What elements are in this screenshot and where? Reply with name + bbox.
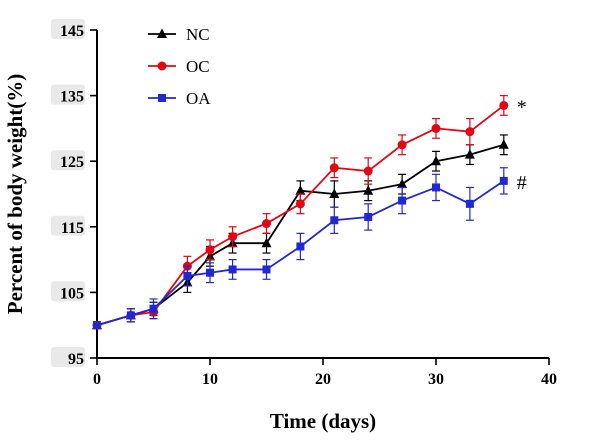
series-NC [92, 134, 509, 330]
square-marker [149, 304, 158, 313]
y-tick-label-bg [51, 347, 85, 367]
square-marker [465, 199, 474, 208]
triangle-marker [431, 155, 441, 166]
series-line-OC [96, 104, 505, 327]
circle-marker [157, 61, 167, 71]
square-marker [432, 183, 440, 192]
y-axis-label: Percent of body weight(%) [3, 74, 27, 315]
triangle-marker [397, 178, 408, 189]
legend-item-OC: OC [148, 57, 210, 76]
legend: NC OC OA [148, 25, 211, 108]
y-tick-label-bg [51, 215, 85, 236]
triangle-marker [261, 237, 272, 248]
y-tick-label-bg [51, 19, 85, 39]
square-marker [93, 321, 101, 330]
circle-marker [205, 245, 215, 255]
triangle-marker [329, 188, 340, 198]
annotation-OC: * [517, 96, 527, 118]
square-marker [126, 311, 135, 320]
legend-item-NC: NC [148, 25, 210, 44]
x-tick-label: 40 [541, 371, 557, 388]
triangle-marker [295, 185, 306, 195]
circle-marker [499, 100, 509, 110]
legend-label-OA: OA [186, 89, 211, 108]
series-line-OA [96, 180, 505, 327]
y-tick-label: 115 [61, 220, 84, 237]
series-OA: # [93, 167, 527, 330]
circle-marker [228, 232, 238, 242]
legend-label-NC: NC [186, 25, 210, 44]
circle-marker [329, 163, 339, 173]
y-tick-label-bg [51, 150, 85, 171]
square-marker [499, 176, 508, 185]
triangle-marker [464, 149, 475, 159]
square-marker [206, 268, 214, 277]
circle-marker [465, 127, 475, 137]
circle-marker [363, 166, 373, 176]
y-tick-label-bg [51, 84, 85, 105]
square-marker [398, 196, 407, 205]
x-tick-label: 30 [428, 371, 444, 388]
legend-label-OC: OC [186, 57, 210, 76]
y-tick-label: 95 [68, 351, 84, 368]
triangle-marker [157, 28, 167, 38]
y-tick-label: 125 [60, 154, 84, 171]
square-marker [262, 265, 271, 274]
square-marker [296, 242, 305, 251]
y-tick-label-bg [51, 281, 85, 302]
plot-area: 0 10 20 30 40 95 105 115 125 135 145 * # NC OC OA [51, 19, 557, 388]
x-axis-label: Time (days) [270, 409, 376, 433]
x-tick-label: 10 [202, 371, 218, 388]
circle-marker [295, 199, 305, 209]
x-tick-label: 20 [315, 371, 331, 388]
square-marker [228, 265, 237, 274]
circle-marker [397, 140, 407, 150]
x-tick-label: 0 [93, 371, 101, 388]
square-marker [158, 94, 166, 102]
y-tick-label: 105 [60, 285, 84, 302]
circle-marker [262, 219, 271, 229]
square-marker [183, 272, 192, 280]
square-marker [330, 216, 339, 225]
circle-marker [431, 123, 441, 133]
triangle-marker [498, 139, 509, 149]
triangle-marker [363, 185, 374, 195]
annotation-OA: # [517, 172, 527, 194]
series-OC: * [92, 94, 527, 330]
y-tick-label: 135 [60, 89, 84, 106]
square-marker [364, 212, 373, 221]
y-tick-label: 145 [60, 23, 84, 40]
legend-item-OA: OA [148, 89, 211, 108]
